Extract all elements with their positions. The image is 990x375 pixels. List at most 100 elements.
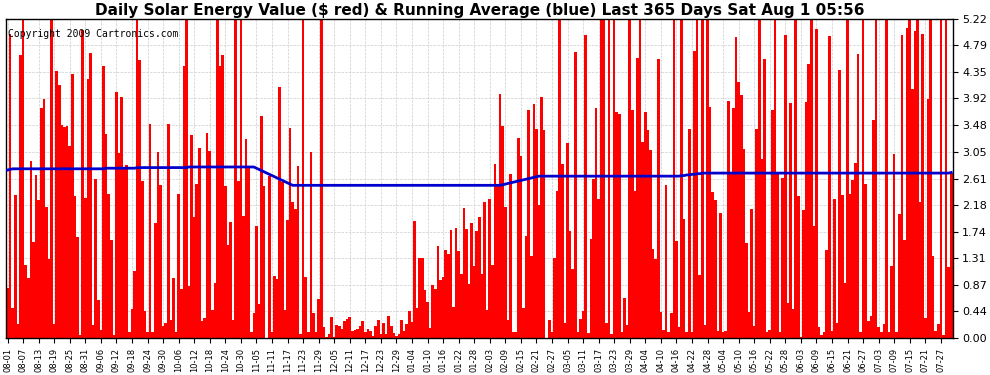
Bar (861, 19, 864, 338)
Bar (331, 317, 333, 338)
Bar (587, 333, 590, 338)
Bar (515, 332, 517, 338)
Bar (377, 321, 379, 338)
Bar (735, 36, 738, 338)
Bar (903, 240, 906, 338)
Bar (361, 321, 364, 338)
Bar (642, 142, 644, 338)
Bar (240, 19, 243, 338)
Bar (631, 110, 634, 338)
Bar (462, 208, 465, 338)
Bar (784, 36, 787, 338)
Bar (678, 327, 680, 338)
Bar (432, 285, 434, 338)
Bar (40, 108, 43, 338)
Bar (940, 19, 942, 338)
Bar (252, 313, 255, 338)
Bar (654, 259, 657, 338)
Bar (237, 181, 240, 338)
Bar (248, 166, 249, 338)
Bar (755, 129, 758, 338)
Bar (932, 256, 935, 338)
Bar (17, 324, 19, 338)
Bar (333, 337, 336, 338)
Bar (738, 82, 740, 338)
Bar (445, 250, 446, 338)
Bar (639, 19, 642, 338)
Bar (323, 327, 325, 338)
Bar (752, 326, 755, 338)
Bar (434, 290, 437, 338)
Bar (229, 222, 232, 338)
Bar (442, 277, 445, 338)
Bar (507, 320, 509, 338)
Bar (872, 120, 875, 338)
Bar (227, 246, 229, 338)
Bar (270, 332, 273, 338)
Bar (930, 19, 932, 338)
Bar (294, 209, 297, 338)
Bar (688, 129, 691, 338)
Bar (766, 332, 768, 338)
Bar (128, 332, 131, 338)
Bar (618, 114, 621, 338)
Bar (467, 284, 470, 338)
Bar (758, 19, 760, 338)
Bar (177, 194, 180, 338)
Bar (950, 173, 952, 338)
Bar (121, 98, 123, 338)
Bar (255, 226, 257, 338)
Bar (304, 277, 307, 338)
Bar (706, 19, 709, 338)
Bar (922, 34, 924, 338)
Bar (909, 19, 911, 338)
Bar (141, 181, 144, 338)
Bar (851, 180, 854, 338)
Bar (79, 335, 81, 338)
Bar (263, 186, 265, 338)
Bar (763, 59, 766, 338)
Bar (683, 219, 685, 338)
Bar (50, 19, 52, 338)
Bar (719, 213, 722, 338)
Bar (107, 195, 110, 338)
Bar (760, 159, 763, 338)
Bar (219, 66, 222, 338)
Bar (657, 58, 659, 338)
Bar (919, 202, 922, 338)
Bar (356, 329, 358, 338)
Bar (307, 332, 310, 338)
Bar (115, 92, 118, 338)
Bar (651, 249, 654, 338)
Bar (369, 331, 372, 338)
Bar (924, 318, 927, 338)
Bar (148, 124, 151, 338)
Bar (823, 332, 826, 338)
Bar (839, 70, 842, 338)
Bar (100, 330, 102, 338)
Bar (664, 185, 667, 338)
Bar (605, 323, 608, 338)
Bar (893, 154, 896, 338)
Bar (473, 266, 475, 338)
Bar (68, 146, 71, 338)
Bar (147, 332, 148, 338)
Bar (12, 308, 14, 338)
Bar (353, 330, 356, 338)
Bar (268, 176, 270, 338)
Bar (826, 251, 828, 338)
Bar (94, 179, 97, 338)
Bar (46, 207, 48, 338)
Bar (400, 320, 403, 338)
Bar (364, 332, 366, 338)
Bar (854, 163, 856, 338)
Bar (818, 327, 821, 338)
Bar (947, 267, 950, 338)
Bar (603, 19, 605, 338)
Bar (351, 331, 353, 338)
Bar (914, 31, 916, 338)
Bar (198, 148, 201, 338)
Bar (742, 149, 745, 338)
Bar (437, 246, 440, 338)
Bar (84, 198, 86, 338)
